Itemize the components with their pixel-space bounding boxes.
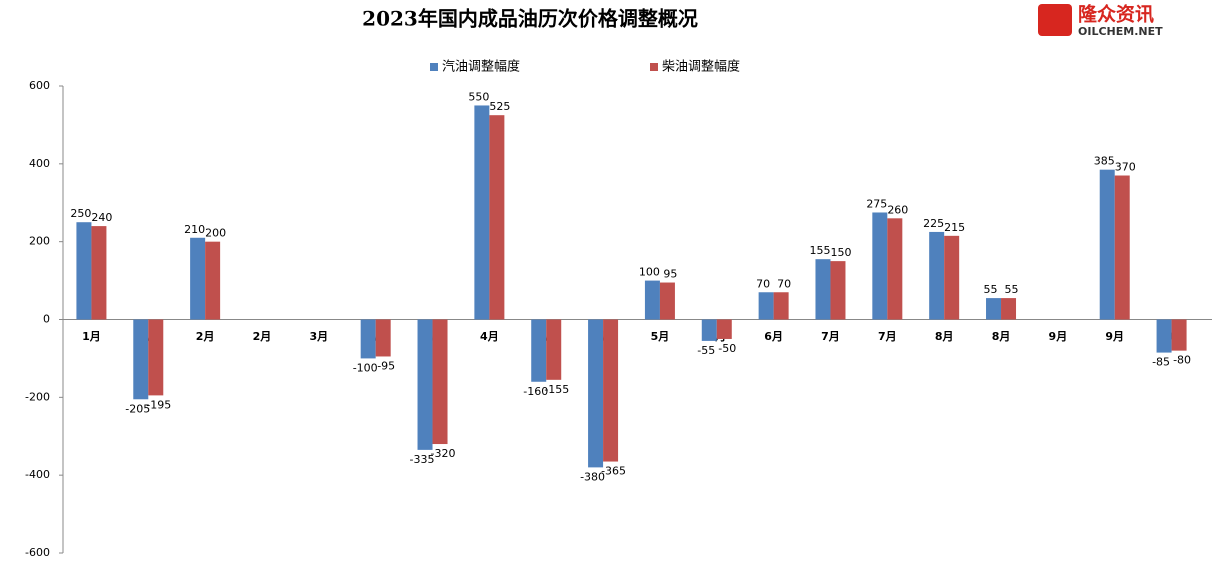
x-tick-label: 6月 (764, 330, 783, 343)
bar (91, 226, 107, 320)
data-label: 215 (944, 221, 965, 234)
bar (546, 319, 562, 380)
bar (432, 319, 448, 445)
data-label: 250 (70, 207, 91, 220)
logo-name: 隆众资讯 (1078, 3, 1154, 26)
x-tick-label: 9月 (1105, 330, 1124, 343)
bar (603, 319, 619, 462)
data-label: 70 (777, 277, 791, 290)
data-label: 55 (1005, 283, 1019, 296)
bar (716, 319, 732, 339)
legend-label: 柴油调整幅度 (662, 59, 740, 75)
bar (872, 212, 888, 320)
x-tick-label: 3月 (309, 330, 328, 343)
bar (1001, 298, 1017, 320)
data-label: 525 (489, 100, 510, 113)
bar (1114, 175, 1130, 320)
x-tick-label: 8月 (935, 330, 954, 343)
data-label: 95 (663, 268, 677, 281)
data-label: -380 (580, 470, 605, 483)
legend-label: 汽油调整幅度 (442, 59, 520, 75)
logo-icon (1038, 4, 1072, 36)
legend-swatch (650, 63, 658, 71)
bar (659, 282, 675, 320)
data-label: 550 (468, 90, 489, 103)
bar (76, 222, 92, 320)
data-label: -365 (601, 465, 626, 478)
x-tick-label: 5月 (651, 330, 670, 343)
data-label: -100 (353, 361, 378, 374)
data-label: -55 (697, 344, 715, 357)
data-label: -85 (1152, 356, 1170, 369)
data-label: -95 (377, 359, 395, 372)
data-label: 200 (205, 227, 226, 240)
chart-title: 2023年国内成品油历次价格调整概况 (362, 7, 698, 31)
bar (531, 319, 547, 382)
y-tick-label: -200 (25, 390, 50, 403)
x-tick-label: 8月 (992, 330, 1011, 343)
x-tick-label: 7月 (821, 330, 840, 343)
data-label: 150 (830, 246, 851, 259)
data-label: -80 (1173, 354, 1191, 367)
x-tick-label: 9月 (1049, 330, 1068, 343)
bar (830, 261, 846, 320)
data-label: 370 (1115, 161, 1136, 174)
data-label: -205 (125, 402, 150, 415)
bar (205, 241, 221, 320)
bar (815, 259, 831, 320)
data-label: 210 (184, 223, 205, 236)
bar (588, 319, 604, 468)
data-label: 55 (984, 283, 998, 296)
y-tick-label: 0 (43, 313, 50, 326)
data-label: -50 (718, 342, 736, 355)
data-label: -155 (544, 383, 569, 396)
bar (1171, 319, 1187, 351)
data-label: 155 (809, 244, 830, 257)
data-label: -195 (146, 398, 171, 411)
y-tick-label: -400 (25, 468, 50, 481)
bar (1156, 319, 1172, 353)
data-label: 70 (756, 277, 770, 290)
x-tick-label: 1月 (82, 330, 101, 343)
bar (360, 319, 376, 359)
bar (887, 218, 903, 320)
data-label: 275 (866, 197, 887, 210)
x-tick-label: 2月 (196, 330, 215, 343)
y-tick-label: 200 (29, 235, 50, 248)
bar (701, 319, 717, 341)
data-label: -320 (431, 447, 456, 460)
bar (133, 319, 149, 400)
legend-swatch (430, 63, 438, 71)
bar (489, 115, 505, 320)
bar (190, 237, 206, 320)
bar (1099, 169, 1115, 320)
data-label: 225 (923, 217, 944, 230)
x-tick-label: 2月 (253, 330, 272, 343)
bar (773, 292, 789, 320)
x-tick-label: 7月 (878, 330, 897, 343)
y-tick-label: 600 (29, 79, 50, 92)
logo-site: OILCHEM.NET (1078, 25, 1163, 38)
bar (375, 319, 391, 357)
bar (758, 292, 774, 320)
x-tick-label: 4月 (480, 330, 499, 343)
data-label: -335 (410, 453, 435, 466)
data-label: 385 (1094, 155, 1115, 168)
bar (944, 235, 960, 320)
bar (929, 231, 945, 320)
y-tick-label: 400 (29, 157, 50, 170)
data-label: 260 (887, 203, 908, 216)
bar (474, 105, 490, 320)
bar (417, 319, 433, 450)
bar (986, 298, 1002, 320)
y-tick-label: -600 (25, 546, 50, 559)
data-label: 240 (91, 211, 112, 224)
data-label: -160 (523, 385, 548, 398)
data-label: 100 (639, 266, 660, 279)
bar (644, 280, 660, 320)
bar (148, 319, 164, 396)
